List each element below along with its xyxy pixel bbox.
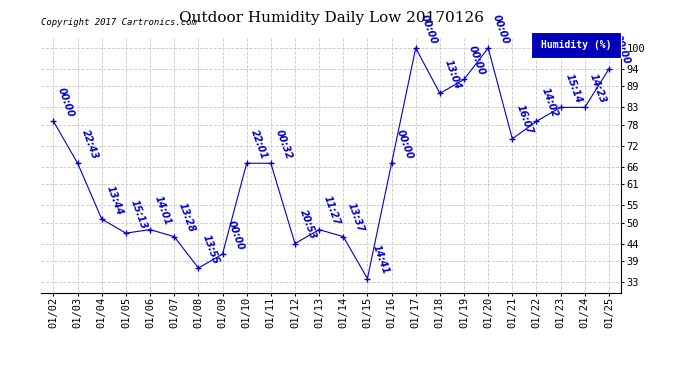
Text: 00:00: 00:00 [491, 13, 511, 45]
Text: Copyright 2017 Cartronics.com: Copyright 2017 Cartronics.com [41, 18, 197, 27]
FancyBboxPatch shape [531, 32, 621, 58]
Text: 14:02: 14:02 [540, 86, 559, 118]
Text: 13:55: 13:55 [201, 233, 221, 265]
Text: 00:00: 00:00 [419, 13, 438, 45]
Text: 20:53: 20:53 [298, 209, 317, 241]
Text: 15:13: 15:13 [129, 198, 148, 230]
Text: 14:41: 14:41 [371, 243, 390, 276]
Text: 00:00: 00:00 [226, 219, 245, 251]
Text: 00:00: 00:00 [395, 128, 414, 160]
Text: Humidity (%): Humidity (%) [541, 40, 611, 50]
Text: 13:28: 13:28 [177, 201, 197, 234]
Text: 16:07: 16:07 [515, 104, 535, 136]
Text: 15:14: 15:14 [564, 72, 583, 105]
Text: 00:00: 00:00 [467, 44, 486, 76]
Text: 13:04: 13:04 [443, 58, 462, 91]
Text: 13:44: 13:44 [105, 184, 124, 216]
Text: 14:23: 14:23 [588, 72, 607, 105]
Text: 22:01: 22:01 [250, 128, 269, 160]
Text: 14:01: 14:01 [153, 194, 172, 227]
Text: 13:37: 13:37 [346, 201, 366, 234]
Text: 00:00: 00:00 [57, 86, 76, 118]
Text: 00:32: 00:32 [274, 128, 293, 160]
Text: 22:43: 22:43 [81, 128, 100, 160]
Text: 00:00: 00:00 [612, 34, 631, 66]
Text: 11:27: 11:27 [322, 194, 342, 227]
Text: Outdoor Humidity Daily Low 20170126: Outdoor Humidity Daily Low 20170126 [179, 11, 484, 25]
